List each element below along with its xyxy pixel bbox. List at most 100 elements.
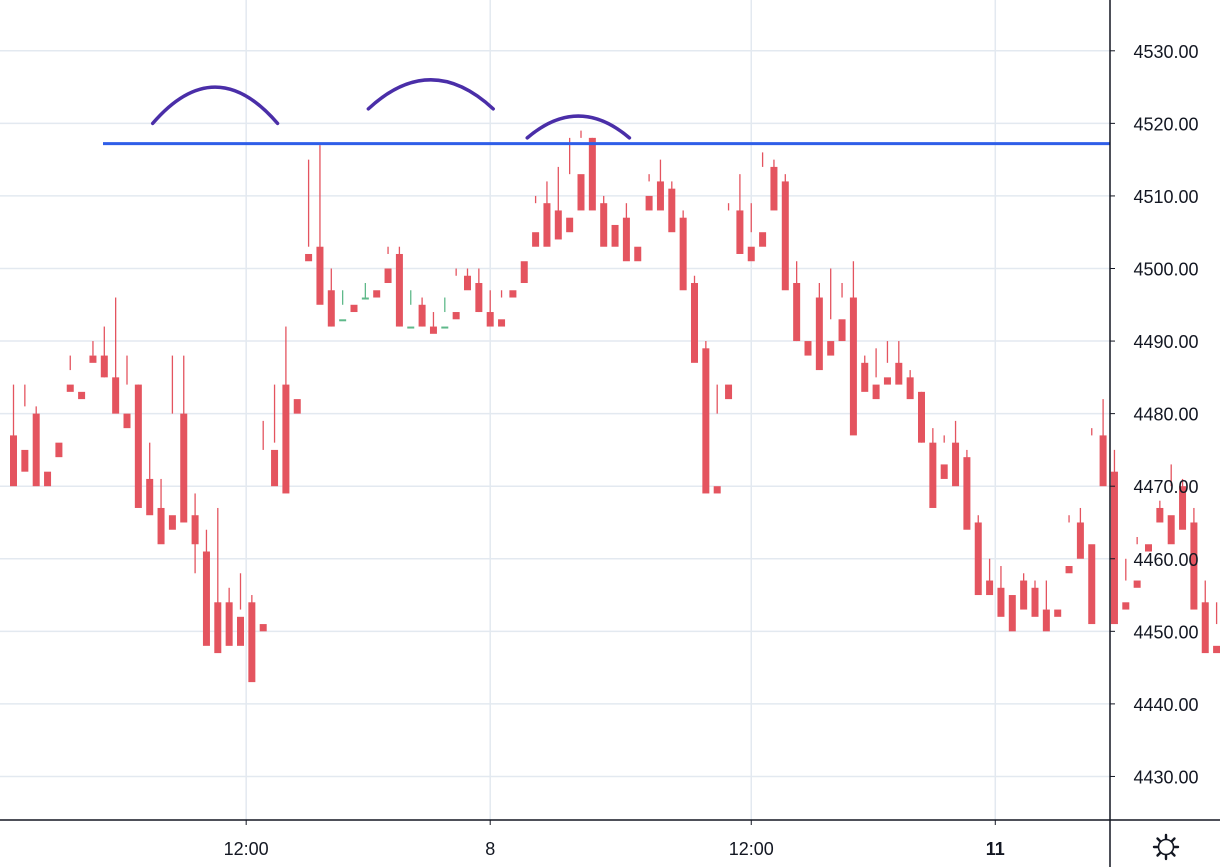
candle-body[interactable] xyxy=(146,478,154,516)
candle-body[interactable] xyxy=(259,624,267,632)
settings-button[interactable] xyxy=(1152,833,1180,861)
candle-body[interactable] xyxy=(747,246,755,262)
candle[interactable] xyxy=(1088,428,1096,625)
candle[interactable] xyxy=(906,370,914,400)
candle[interactable] xyxy=(634,196,642,262)
candle-body[interactable] xyxy=(1145,544,1152,552)
candle-body[interactable] xyxy=(237,616,244,646)
candle[interactable] xyxy=(986,558,994,596)
candle-body[interactable] xyxy=(373,290,381,298)
candle[interactable] xyxy=(1133,536,1141,588)
candle[interactable] xyxy=(1020,573,1028,610)
candle-body[interactable] xyxy=(702,348,710,494)
candle-body[interactable] xyxy=(1076,522,1084,559)
candle-body[interactable] xyxy=(827,341,835,356)
candle[interactable] xyxy=(1179,478,1187,530)
candle-body[interactable] xyxy=(883,377,891,385)
candle[interactable] xyxy=(622,203,630,262)
candle-body[interactable] xyxy=(759,232,767,247)
candle-body[interactable] xyxy=(1008,595,1016,632)
candle[interactable] xyxy=(452,268,460,320)
candle-body[interactable] xyxy=(963,457,971,530)
candle-body[interactable] xyxy=(464,275,471,291)
candle-body[interactable] xyxy=(1099,435,1107,487)
candle-body[interactable] xyxy=(418,304,426,327)
candle-body[interactable] xyxy=(588,137,596,211)
candle-body[interactable] xyxy=(1190,522,1198,610)
candle-body[interactable] xyxy=(622,217,630,262)
candle[interactable] xyxy=(974,515,982,596)
candle[interactable] xyxy=(10,384,17,487)
candle-body[interactable] xyxy=(600,203,608,247)
candle[interactable] xyxy=(395,246,403,327)
candle[interactable] xyxy=(350,283,358,313)
candle[interactable] xyxy=(89,341,97,363)
candle-body[interactable] xyxy=(21,449,29,472)
candle[interactable] xyxy=(781,174,789,291)
candle-body[interactable] xyxy=(997,587,1005,617)
candle-body[interactable] xyxy=(339,319,347,322)
candle-body[interactable] xyxy=(1042,609,1050,632)
candle-body[interactable] xyxy=(1088,544,1096,625)
candle-body[interactable] xyxy=(327,290,335,327)
candle[interactable] xyxy=(804,298,812,356)
candle[interactable] xyxy=(441,297,449,329)
candle-body[interactable] xyxy=(554,210,562,240)
candle-body[interactable] xyxy=(78,391,86,400)
candle[interactable] xyxy=(418,297,426,327)
candle-body[interactable] xyxy=(44,471,52,487)
candle-body[interactable] xyxy=(180,413,188,523)
candle-body[interactable] xyxy=(1110,471,1118,625)
candle[interactable] xyxy=(827,268,835,356)
candle-body[interactable] xyxy=(486,312,494,327)
candle-body[interactable] xyxy=(123,413,131,429)
candle[interactable] xyxy=(815,283,823,371)
candle-body[interactable] xyxy=(475,283,483,313)
candle-body[interactable] xyxy=(566,217,574,233)
candle-body[interactable] xyxy=(1020,580,1028,610)
candle[interactable] xyxy=(146,442,154,516)
candle[interactable] xyxy=(577,130,585,211)
candle[interactable] xyxy=(838,283,846,342)
gear-icon[interactable] xyxy=(1152,833,1180,861)
candle-body[interactable] xyxy=(66,384,74,392)
candle-body[interactable] xyxy=(429,326,437,334)
candle[interactable] xyxy=(305,159,313,262)
candle[interactable] xyxy=(293,254,301,414)
candle[interactable] xyxy=(543,181,551,247)
candle-body[interactable] xyxy=(872,384,880,400)
candle-body[interactable] xyxy=(895,362,903,385)
candle[interactable] xyxy=(32,406,40,487)
candle-body[interactable] xyxy=(713,486,721,494)
candle[interactable] xyxy=(532,195,540,247)
candle[interactable] xyxy=(1065,515,1073,574)
candle[interactable] xyxy=(202,529,210,646)
candle-body[interactable] xyxy=(55,442,63,458)
candle[interactable] xyxy=(282,326,290,494)
candle[interactable] xyxy=(997,566,1005,617)
candle[interactable] xyxy=(1110,449,1118,625)
candle[interactable] xyxy=(407,290,415,329)
candle[interactable] xyxy=(520,232,528,284)
candle-body[interactable] xyxy=(838,319,846,342)
candle[interactable] xyxy=(21,384,29,472)
candle-body[interactable] xyxy=(441,326,449,329)
candle-body[interactable] xyxy=(861,362,869,392)
candle-body[interactable] xyxy=(952,442,960,487)
candle[interactable] xyxy=(679,210,687,291)
candle-body[interactable] xyxy=(815,297,823,371)
candle[interactable] xyxy=(929,428,937,508)
candle[interactable] xyxy=(895,341,903,385)
candle[interactable] xyxy=(747,203,755,262)
candle[interactable] xyxy=(225,587,233,646)
candle[interactable] xyxy=(339,290,347,322)
candle[interactable] xyxy=(1156,500,1164,523)
candle-body[interactable] xyxy=(781,181,789,291)
candle[interactable] xyxy=(361,283,369,300)
candle-body[interactable] xyxy=(1201,602,1209,654)
candle-body[interactable] xyxy=(940,464,948,479)
candle-body[interactable] xyxy=(10,435,17,487)
candle-series[interactable] xyxy=(10,130,1220,683)
candle[interactable] xyxy=(100,326,108,378)
candle[interactable] xyxy=(509,261,517,298)
